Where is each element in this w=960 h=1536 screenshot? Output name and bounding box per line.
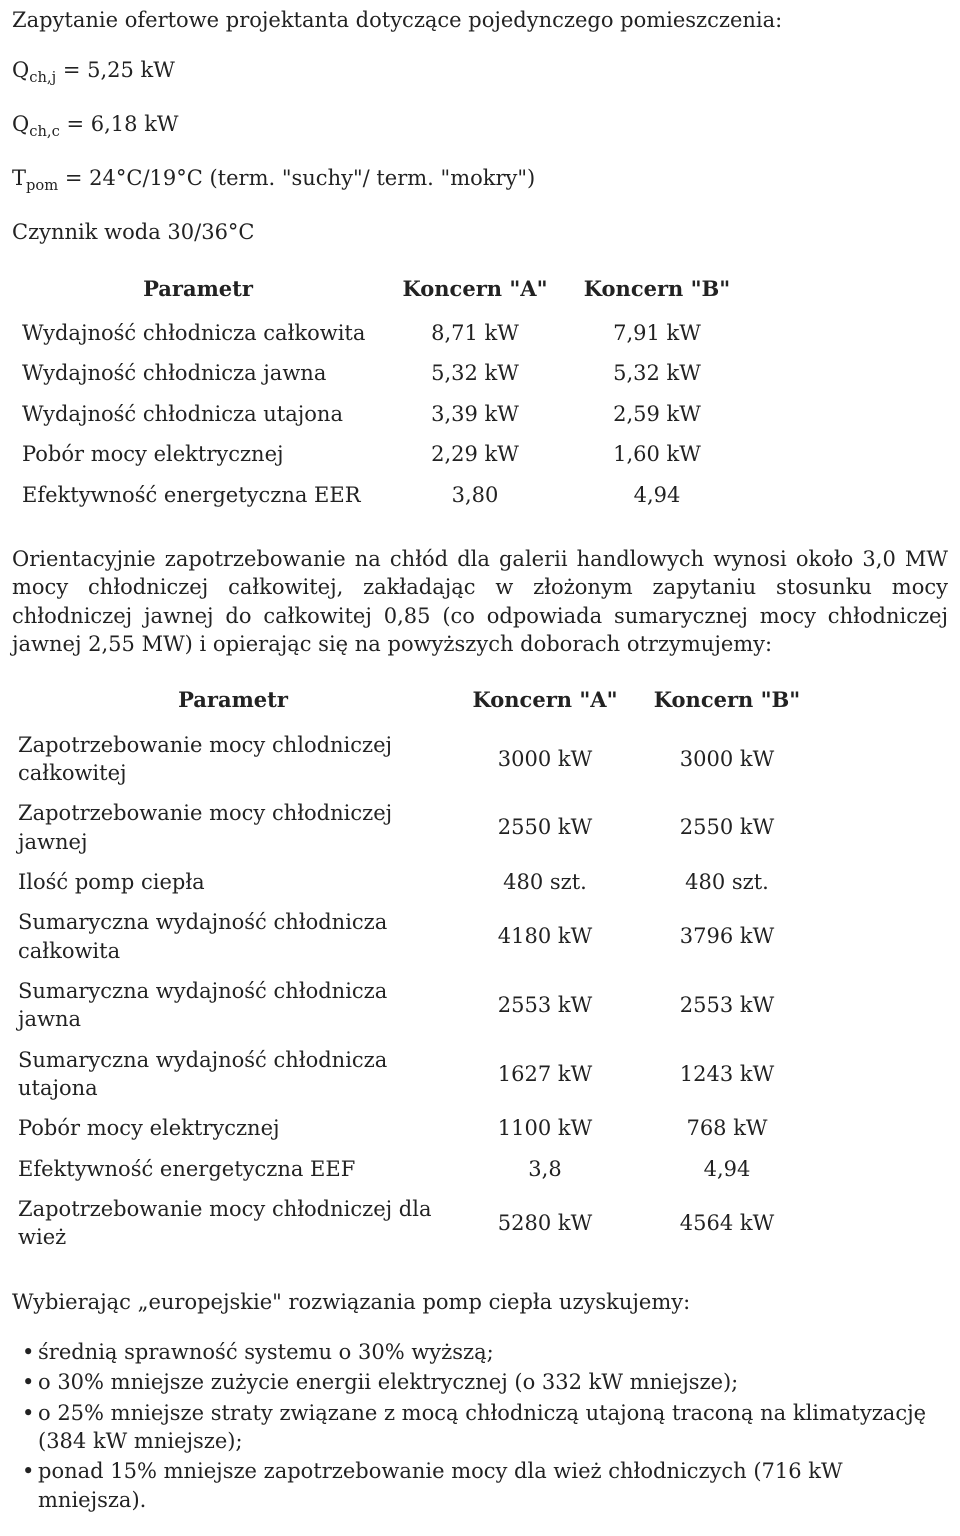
header-parametr: Parametr [12, 680, 454, 724]
row-value-b: 2553 kW [636, 971, 818, 1040]
row-label: Wydajność chłodnicza jawna [12, 353, 384, 393]
table-row: Efektywność energetyczna EEF3,84,94 [12, 1149, 818, 1189]
table-row: Zapotrzebowanie mocy chłodniczej jawnej2… [12, 793, 818, 862]
row-value-b: 4564 kW [636, 1189, 818, 1258]
row-value-b: 2550 kW [636, 793, 818, 862]
list-item: o 25% mniejsze straty związane z mocą ch… [22, 1399, 948, 1456]
comparison-table-2: Parametr Koncern "A" Koncern "B" Zapotrz… [12, 680, 818, 1258]
row-value-a: 3,39 kW [384, 394, 566, 434]
row-label: Sumaryczna wydajność chłodnicza utajona [12, 1040, 454, 1109]
row-value-b: 1,60 kW [566, 434, 748, 474]
t-pom-subscript: pom [26, 178, 58, 195]
row-label: Pobór mocy elektrycznej [12, 1108, 454, 1148]
row-value-a: 8,71 kW [384, 313, 566, 353]
row-value-b: 7,91 kW [566, 313, 748, 353]
table-row: Ilość pomp ciepła480 szt.480 szt. [12, 862, 818, 902]
row-value-b: 768 kW [636, 1108, 818, 1148]
medium-line: Czynnik woda 30/36°C [12, 218, 948, 246]
row-value-b: 3000 kW [636, 725, 818, 794]
table-header-row: Parametr Koncern "A" Koncern "B" [12, 680, 818, 724]
table-row: Wydajność chłodnicza utajona3,39 kW2,59 … [12, 394, 748, 434]
row-value-a: 3,80 [384, 475, 566, 515]
row-value-a: 3,8 [454, 1149, 636, 1189]
t-pom-line: Tpom = 24°C/19°C (term. "suchy"/ term. "… [12, 164, 948, 196]
row-value-b: 4,94 [566, 475, 748, 515]
row-value-a: 480 szt. [454, 862, 636, 902]
q-chc-value: = 6,18 kW [60, 112, 179, 136]
row-value-b: 5,32 kW [566, 353, 748, 393]
q-chj-value: = 5,25 kW [56, 58, 175, 82]
row-label: Zapotrzebowanie mocy chłodniczej dla wie… [12, 1189, 454, 1258]
row-label: Pobór mocy elektrycznej [12, 434, 384, 474]
table-header-row: Parametr Koncern "A" Koncern "B" [12, 269, 748, 313]
table-row: Pobór mocy elektrycznej2,29 kW1,60 kW [12, 434, 748, 474]
row-value-a: 2,29 kW [384, 434, 566, 474]
q-chc-symbol: Q [12, 112, 29, 136]
t-pom-symbol: T [12, 166, 26, 190]
row-value-a: 3000 kW [454, 725, 636, 794]
row-label: Ilość pomp ciepła [12, 862, 454, 902]
table-row: Zapotrzebowanie mocy chłodniczej dla wie… [12, 1189, 818, 1258]
row-label: Wydajność chłodnicza utajona [12, 394, 384, 434]
conclusion-intro: Wybierając „europejskie" rozwiązania pom… [12, 1288, 948, 1316]
row-label: Sumaryczna wydajność chłodnicza jawna [12, 971, 454, 1040]
row-value-a: 5280 kW [454, 1189, 636, 1258]
header-koncern-a: Koncern "A" [454, 680, 636, 724]
row-value-a: 2553 kW [454, 971, 636, 1040]
comparison-table-1: Parametr Koncern "A" Koncern "B" Wydajno… [12, 269, 748, 515]
row-label: Efektywność energetyczna EEF [12, 1149, 454, 1189]
list-item: średnią sprawność systemu o 30% wyższą; [22, 1338, 948, 1366]
table-row: Wydajność chłodnicza jawna5,32 kW5,32 kW [12, 353, 748, 393]
table-row: Wydajność chłodnicza całkowita8,71 kW7,9… [12, 313, 748, 353]
row-value-a: 1627 kW [454, 1040, 636, 1109]
table-row: Sumaryczna wydajność chłodnicza utajona1… [12, 1040, 818, 1109]
q-chj-line: Qch,j = 5,25 kW [12, 56, 948, 88]
list-item: ponad 15% mniejsze zapotrzebowanie mocy … [22, 1457, 948, 1514]
row-label: Wydajność chłodnicza całkowita [12, 313, 384, 353]
row-label: Sumaryczna wydajność chłodnicza całkowit… [12, 902, 454, 971]
table1-body: Wydajność chłodnicza całkowita8,71 kW7,9… [12, 313, 748, 515]
row-label: Efektywność energetyczna EER [12, 475, 384, 515]
header-koncern-a: Koncern "A" [384, 269, 566, 313]
header-parametr: Parametr [12, 269, 384, 313]
row-value-a: 5,32 kW [384, 353, 566, 393]
header-koncern-b: Koncern "B" [566, 269, 748, 313]
row-value-a: 4180 kW [454, 902, 636, 971]
row-value-a: 1100 kW [454, 1108, 636, 1148]
table-row: Efektywność energetyczna EER3,804,94 [12, 475, 748, 515]
row-value-b: 3796 kW [636, 902, 818, 971]
table2-body: Zapotrzebowanie mocy chlodniczej całkowi… [12, 725, 818, 1258]
q-chj-symbol: Q [12, 58, 29, 82]
q-chj-subscript: ch,j [29, 70, 56, 87]
row-label: Zapotrzebowanie mocy chłodniczej jawnej [12, 793, 454, 862]
q-chc-line: Qch,c = 6,18 kW [12, 110, 948, 142]
row-value-b: 480 szt. [636, 862, 818, 902]
row-value-b: 4,94 [636, 1149, 818, 1189]
intro-heading: Zapytanie ofertowe projektanta dotyczące… [12, 6, 948, 34]
table-row: Zapotrzebowanie mocy chlodniczej całkowi… [12, 725, 818, 794]
table-row: Pobór mocy elektrycznej1100 kW768 kW [12, 1108, 818, 1148]
t-pom-value: = 24°C/19°C (term. "suchy"/ term. "mokry… [58, 166, 535, 190]
header-koncern-b: Koncern "B" [636, 680, 818, 724]
row-value-b: 1243 kW [636, 1040, 818, 1109]
middle-paragraph: Orientacyjnie zapotrzebowanie na chłód d… [12, 545, 948, 658]
q-chc-subscript: ch,c [29, 124, 60, 141]
row-label: Zapotrzebowanie mocy chlodniczej całkowi… [12, 725, 454, 794]
row-value-a: 2550 kW [454, 793, 636, 862]
table-row: Sumaryczna wydajność chłodnicza całkowit… [12, 902, 818, 971]
row-value-b: 2,59 kW [566, 394, 748, 434]
list-item: o 30% mniejsze zużycie energii elektrycz… [22, 1368, 948, 1396]
conclusion-list: średnią sprawność systemu o 30% wyższą;o… [12, 1338, 948, 1514]
table-row: Sumaryczna wydajność chłodnicza jawna255… [12, 971, 818, 1040]
